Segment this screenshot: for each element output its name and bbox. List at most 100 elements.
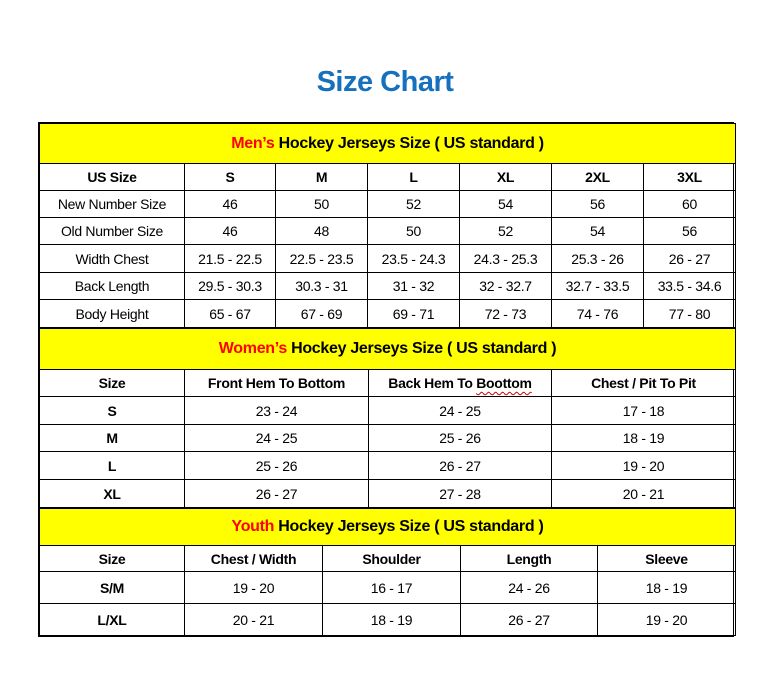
table-cell: 21.5 - 22.5 [184,244,276,273]
table-cell: 77 - 80 [642,299,737,328]
row-label: Width Chest [39,244,185,273]
table-row: S/M 19 - 20 16 - 17 24 - 26 18 - 19 [39,571,736,604]
table-cell: 48 [275,217,368,245]
women-section-heading: Women’s Hockey Jerseys Size ( US standar… [38,328,737,370]
table-row: Old Number Size 46 48 50 52 54 56 [39,217,737,245]
youth-section-heading: Youth Hockey Jerseys Size ( US standard … [39,508,736,546]
table-row: Width Chest 21.5 - 22.5 22.5 - 23.5 23.5 - … [39,244,737,273]
column-header: 3XL [642,163,737,191]
column-header: Size [39,369,185,397]
table-cell: 31 - 32 [367,272,460,300]
table-cell: 24 - 25 [184,424,369,452]
table-row: New Number Size 46 50 52 54 56 60 [39,190,737,218]
table-cell: 32.7 - 33.5 [551,272,644,300]
row-label: S/M [39,571,185,604]
table-cell: 32 - 32.7 [459,272,552,300]
table-cell: 16 - 17 [322,571,461,604]
table-cell: 54 [459,190,552,218]
table-cell: 26 - 27 [184,479,369,508]
table-cell: 56 [551,190,644,218]
column-header: Chest / Width [184,545,323,572]
column-header: L [367,163,460,191]
column-header: Sleeve [597,545,736,572]
section-prefix: Women’s [218,340,287,357]
table-cell: 72 - 73 [459,299,552,328]
table-cell: 17 - 18 [550,396,737,425]
row-label: Old Number Size [39,217,185,245]
table-cell: 74 - 76 [551,299,644,328]
column-header: Length [460,545,598,572]
table-cell: 20 - 21 [550,479,737,508]
table-row: Body Height 65 - 67 67 - 69 69 - 71 72 - 73 7… [39,299,737,328]
page-title: Size Chart [316,66,454,98]
row-label: S [39,396,185,425]
section-title: Hockey Jerseys Size ( US standard ) [286,340,557,357]
header-row: US Size S M L XL 2XL 3XL [39,163,737,191]
table-cell: 46 [184,217,276,245]
table-cell: 56 [642,217,737,245]
row-label: L/XL [39,603,185,636]
table-cell: 50 [275,190,368,218]
row-label: M [39,424,185,452]
column-header-text: Back Hem To Boottom [388,375,532,391]
row-label: Back Length [39,272,185,300]
column-header: 2XL [551,163,644,191]
table-cell: 24 - 26 [460,571,598,604]
table-cell: 18 - 19 [322,603,461,636]
table-cell: 29.5 - 30.3 [184,272,276,300]
section-prefix: Youth [231,518,275,535]
section-prefix: Men’s [231,134,275,152]
table-cell: 46 [184,190,276,218]
table-row: XL 26 - 27 27 - 28 20 - 21 [39,479,737,508]
table-row: S 23 - 24 24 - 25 17 - 18 [39,396,737,425]
section-title: Hockey Jerseys Size ( US standard ) [274,518,544,535]
column-header: US Size [39,163,185,191]
table-cell: 19 - 20 [184,571,323,604]
table-cell: 19 - 20 [550,451,737,480]
column-header: Shoulder [322,545,461,572]
table-cell: 24 - 25 [368,396,552,425]
table-cell: 19 - 20 [597,603,736,636]
table-cell: 54 [551,217,644,245]
row-label: Body Height [39,299,185,328]
table-row: L/XL 20 - 21 18 - 19 26 - 27 19 - 20 [39,603,736,636]
table-cell: 50 [367,217,460,245]
column-header: M [275,163,368,191]
men-size-table: Men’s Hockey Jerseys Size ( US standard … [38,123,737,328]
table-cell: 67 - 69 [275,299,368,328]
table-row: Back Length 29.5 - 30.3 30.3 - 31 31 - 32 32… [39,272,737,300]
table-cell: 26 - 27 [368,451,552,480]
youth-size-table: Youth Hockey Jerseys Size ( US standard … [39,508,736,636]
table-cell: 23.5 - 24.3 [367,244,460,273]
table-cell: 30.3 - 31 [275,272,368,300]
column-header: Front Hem To Bottom [184,369,369,397]
table-cell: 33.5 - 34.6 [642,272,737,300]
table-cell: 20 - 21 [184,603,323,636]
row-label: L [39,451,185,480]
table-cell: 22.5 - 23.5 [275,244,368,273]
section-title: Hockey Jerseys Size ( US standard ) [274,134,544,152]
table-cell: 69 - 71 [367,299,460,328]
header-row: Size Front Hem To Bottom Back Hem To Boott… [39,369,737,397]
table-cell: 24.3 - 25.3 [459,244,552,273]
column-header: Size [39,545,185,572]
size-chart: Men’s Hockey Jerseys Size ( US standard … [38,122,737,637]
table-cell: 52 [367,190,460,218]
table-cell: 23 - 24 [184,396,369,425]
table-cell: 18 - 19 [597,571,736,604]
men-section-heading: Men’s Hockey Jerseys Size ( US standard … [38,123,737,164]
table-cell: 65 - 67 [184,299,276,328]
table-cell: 26 - 27 [642,244,737,273]
table-cell: 26 - 27 [460,603,598,636]
misspelling-underline: Boottom [476,375,532,391]
table-row: L 25 - 26 26 - 27 19 - 20 [39,451,737,480]
row-label: XL [39,479,185,508]
column-header: Chest / Pit To Pit [550,369,737,397]
column-header: S [184,163,276,191]
women-size-table: Women’s Hockey Jerseys Size ( US standar… [38,328,737,508]
table-cell: 25.3 - 26 [551,244,644,273]
table-cell: 18 - 19 [550,424,737,452]
table-row: M 24 - 25 25 - 26 18 - 19 [39,424,737,452]
table-cell: 27 - 28 [368,479,552,508]
table-cell: 60 [642,190,737,218]
